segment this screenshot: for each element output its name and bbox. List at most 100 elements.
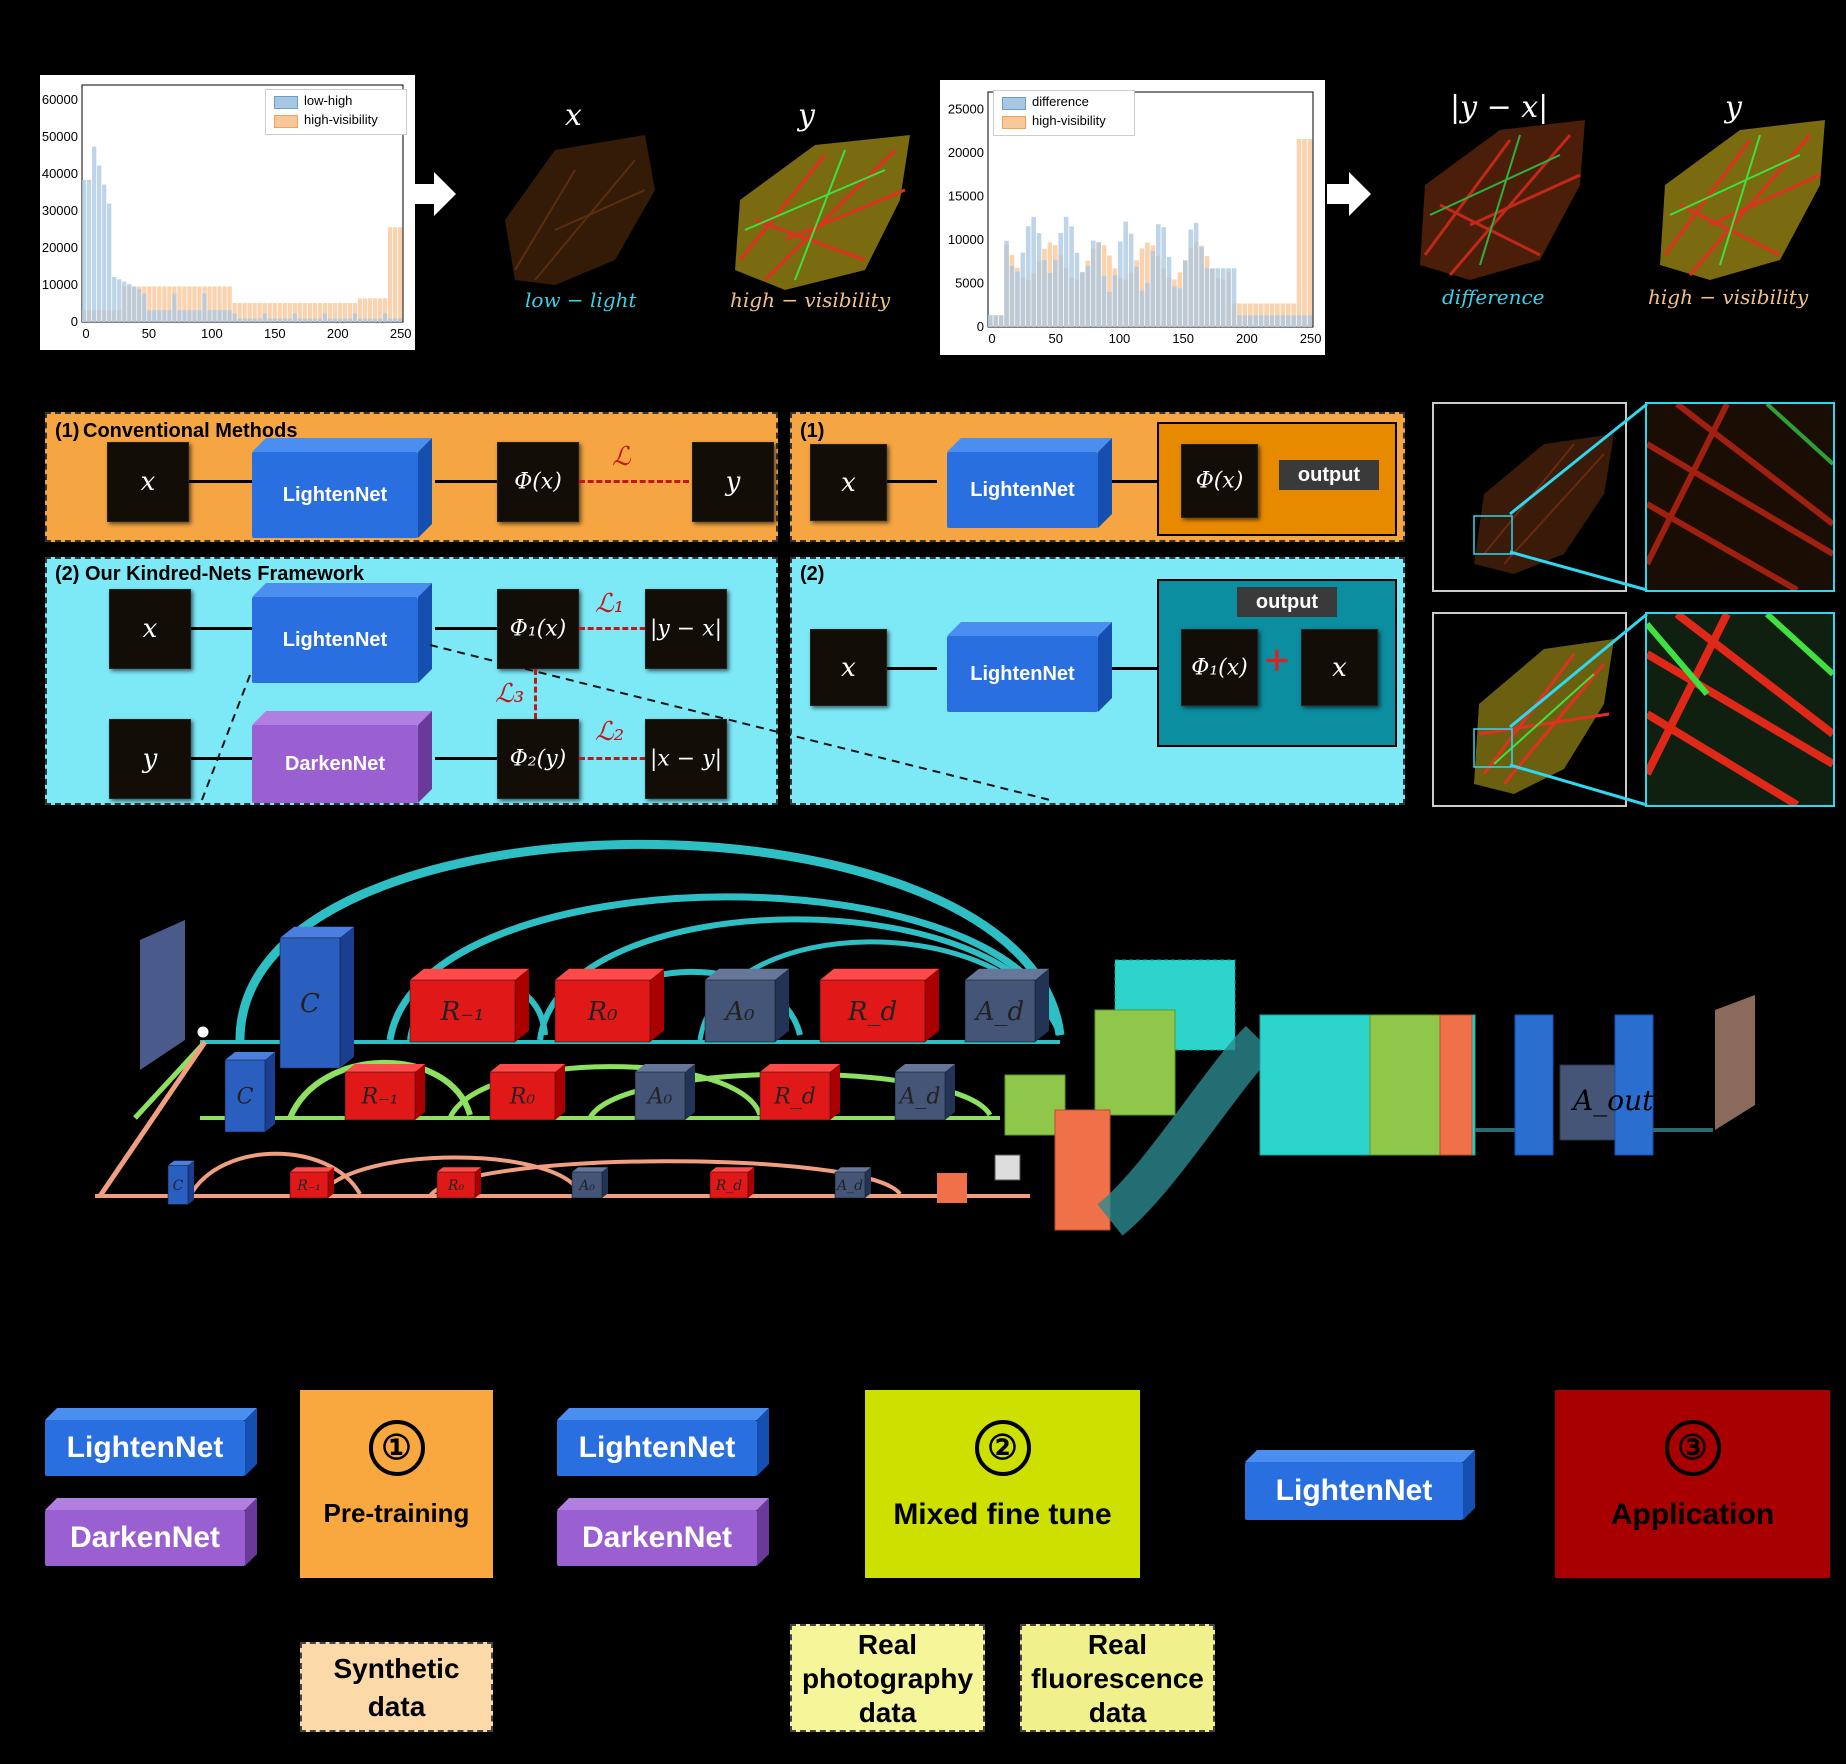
hist-bar-blue xyxy=(1123,221,1129,327)
hist-bar-blue xyxy=(87,179,92,322)
hist-bar-orange xyxy=(347,303,353,322)
x-tick-label: 250 xyxy=(1300,331,1322,346)
hist-bar-blue xyxy=(367,318,373,322)
y-label: y xyxy=(798,98,815,133)
hist-bar-orange xyxy=(1139,248,1145,327)
hist-bar-orange xyxy=(392,227,398,322)
hist-bar-blue xyxy=(272,318,277,322)
hist-bar-blue xyxy=(1242,315,1248,327)
stage-label: Application xyxy=(1610,1498,1775,1531)
hist-bar-orange xyxy=(367,298,373,322)
arch-block-1-5-label: A_d xyxy=(974,997,1024,1027)
hist-bar-blue xyxy=(1166,256,1172,327)
hist-bar-orange xyxy=(242,303,247,322)
hist-bar-blue xyxy=(1204,268,1210,327)
mixed-fine-tune-stage: ② Mixed fine tune xyxy=(865,1390,1140,1578)
arch-block-3-5: A_d xyxy=(834,1167,871,1199)
hist-bar-blue xyxy=(322,313,328,322)
hist-bar-orange xyxy=(192,286,197,322)
hist-bar-blue xyxy=(142,293,147,322)
hist-bar-blue xyxy=(1118,241,1123,327)
input-x-image: x xyxy=(109,589,191,669)
hist-bar-blue xyxy=(1231,268,1237,327)
hist-bar-blue xyxy=(1090,240,1096,327)
hist-bar-blue xyxy=(1177,288,1183,327)
hist-bar-blue xyxy=(1031,216,1036,327)
hist-bar-blue xyxy=(327,318,333,322)
hist-bar-blue xyxy=(167,310,172,322)
hist-bar-blue xyxy=(1210,268,1215,327)
arrow-right-icon xyxy=(1327,172,1371,221)
arch-block-2-5: A_d xyxy=(894,1064,955,1121)
pre-training-stage: ① Pre-training xyxy=(300,1390,493,1578)
panel-title: (2) xyxy=(800,563,825,585)
histogram-1-legend: low-high high-visibility xyxy=(265,89,407,135)
hist-bar-orange xyxy=(232,303,237,322)
phi1-output-image: Φ₁(x) xyxy=(1181,629,1258,706)
hist-bar-blue xyxy=(92,146,97,322)
hist-bar-orange xyxy=(292,303,297,322)
hist-bar-blue xyxy=(267,318,272,322)
hist-bar-blue xyxy=(1215,268,1221,327)
loss-dashed-arrow xyxy=(579,480,689,483)
hist-bar-blue xyxy=(1248,315,1253,327)
hist-bar-blue xyxy=(247,318,252,322)
hist-bar-blue xyxy=(1183,261,1188,327)
arch-block-3-5-label: A_d xyxy=(835,1178,863,1194)
y-tick-label: 30000 xyxy=(42,203,78,218)
hist-bar-blue xyxy=(202,293,207,322)
hist-bar-orange xyxy=(1302,139,1307,327)
input-y-image: y xyxy=(109,719,191,799)
hist-bar-orange xyxy=(387,227,393,322)
hist-bar-blue xyxy=(1020,252,1026,327)
hist-bar-blue xyxy=(1253,315,1259,327)
arch-block-3-4: R_d xyxy=(709,1167,754,1199)
hist-bar-blue xyxy=(332,318,338,322)
y-tick-label: 5000 xyxy=(955,275,984,290)
y-tick-label: 25000 xyxy=(948,101,984,116)
output-box: Φ(x) output xyxy=(1157,422,1397,536)
legend-label: difference xyxy=(1032,94,1089,109)
arch-block-1-0-label: C xyxy=(300,989,320,1019)
hist-bar-blue xyxy=(1172,286,1177,327)
arch-block-3-2-label: R₀ xyxy=(447,1178,465,1194)
connector-line xyxy=(1112,667,1160,670)
hist-bar-orange xyxy=(282,303,287,322)
zoom-overview-image-1 xyxy=(1432,402,1627,592)
legend-swatch-blue xyxy=(1002,97,1026,110)
hist-bar-blue xyxy=(1047,272,1053,327)
hist-bar-blue xyxy=(382,313,388,322)
x-tick-label: 0 xyxy=(82,326,89,341)
connector-line xyxy=(191,757,253,760)
hist-bar-blue xyxy=(1285,315,1291,327)
panel-title: (1) xyxy=(800,420,825,442)
hist-bar-blue xyxy=(1296,315,1302,327)
low-light-cell-image xyxy=(495,130,665,290)
hist-bar-blue xyxy=(1139,290,1145,327)
zoom-overview-image-2 xyxy=(1432,612,1627,807)
hist-bar-blue xyxy=(1188,229,1194,327)
x-tick-label: 150 xyxy=(264,326,286,341)
x-label: x xyxy=(565,98,582,133)
legend-swatch-orange xyxy=(274,115,298,128)
hist-bar-blue xyxy=(1107,291,1112,327)
hist-bar-blue xyxy=(257,318,262,322)
x-tick-label: 250 xyxy=(390,326,412,341)
lightennet-block: LightenNet xyxy=(557,1408,769,1476)
hist-bar-blue xyxy=(1128,233,1134,327)
y-tick-label: 10000 xyxy=(42,277,78,292)
hist-bar-blue xyxy=(397,318,403,322)
hist-bar-blue xyxy=(1036,233,1042,327)
high-visibility-cell-image-2 xyxy=(1650,115,1835,285)
x-tick-label: 50 xyxy=(1048,331,1062,346)
hist-bar-blue xyxy=(1155,224,1161,327)
hist-bar-blue xyxy=(1275,315,1280,327)
connector-line xyxy=(887,667,937,670)
lightennet-block: LightenNet xyxy=(1245,1450,1475,1520)
hist-bar-blue xyxy=(1150,251,1156,327)
hist-bar-blue xyxy=(137,288,142,322)
hist-bar-blue xyxy=(1220,268,1226,327)
hist-bar-blue xyxy=(1063,216,1069,327)
histogram-2-plot: 0 5000 10000 15000 20000 25000 0 50 100 150 200 250 xyxy=(948,91,1322,346)
hist-bar-blue xyxy=(157,310,162,322)
